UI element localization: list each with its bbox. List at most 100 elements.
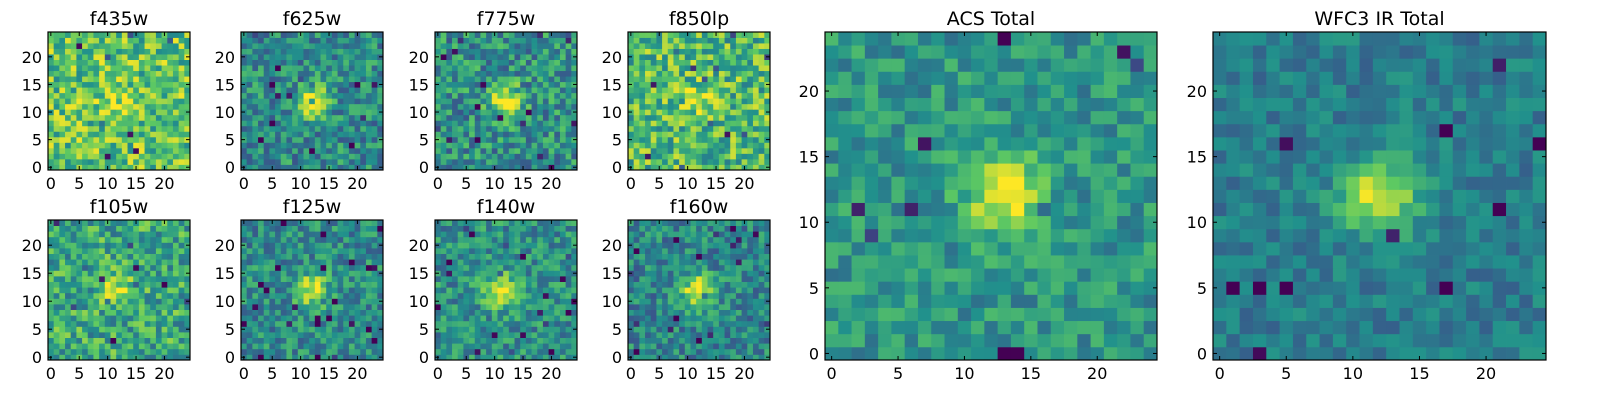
heatmap-cell	[531, 114, 538, 121]
heatmap-cell	[314, 287, 321, 294]
heatmap-cell	[690, 54, 697, 60]
heatmap-cell	[435, 147, 442, 154]
heatmap-cell	[269, 304, 276, 310]
heatmap-cell	[343, 315, 350, 322]
heatmap-cell	[360, 103, 367, 110]
x-tick-label: 10	[484, 174, 504, 193]
heatmap-cell	[486, 292, 493, 299]
heatmap-cell	[696, 304, 703, 310]
heatmap-cell	[525, 343, 532, 350]
x-tick-label: 20	[541, 174, 561, 193]
heatmap-cell	[172, 298, 180, 305]
heatmap-cell	[326, 264, 333, 271]
heatmap-cell	[246, 147, 253, 154]
heatmap-cell	[360, 147, 367, 154]
heatmap-cell	[554, 54, 561, 60]
heatmap-cell	[667, 158, 674, 165]
heatmap-cell	[320, 264, 327, 271]
heatmap-cell	[161, 147, 168, 154]
heatmap-cell	[167, 158, 174, 165]
heatmap-cell	[121, 65, 128, 72]
heatmap-cell	[463, 153, 470, 160]
heatmap-cell	[172, 109, 180, 116]
heatmap-cell	[633, 281, 640, 288]
heatmap-cell	[161, 320, 168, 327]
heatmap-cell	[486, 114, 493, 121]
heatmap-cell	[348, 225, 355, 232]
heatmap-cell	[724, 287, 731, 294]
heatmap-cell	[747, 136, 754, 143]
heatmap-cell	[155, 248, 162, 254]
heatmap-cell	[263, 304, 270, 310]
heatmap-cell	[241, 253, 248, 260]
heatmap-cell	[354, 70, 361, 77]
heatmap-cell	[628, 43, 635, 49]
heatmap-cell	[93, 225, 100, 232]
heatmap-cell	[82, 136, 89, 143]
heatmap-cell	[435, 92, 442, 99]
heatmap-cell	[348, 309, 355, 316]
heatmap-cell	[93, 131, 100, 138]
heatmap-cell	[292, 81, 299, 88]
heatmap-cell	[440, 125, 447, 132]
heatmap-cell	[537, 81, 544, 88]
heatmap-cell	[639, 98, 646, 105]
heatmap-cell	[452, 231, 459, 238]
heatmap-cell	[559, 70, 567, 77]
heatmap-cell	[127, 309, 134, 316]
heatmap-cell	[497, 114, 504, 121]
heatmap-cell	[172, 231, 180, 238]
heatmap-cell	[87, 48, 94, 55]
heatmap-cell	[65, 337, 72, 344]
heatmap-cell	[480, 343, 487, 350]
heatmap-cell	[571, 32, 578, 38]
heatmap-cell	[138, 231, 145, 238]
heatmap-cell	[155, 264, 162, 271]
heatmap-cell	[548, 253, 555, 260]
heatmap-cell	[144, 70, 151, 77]
heatmap-cell	[457, 236, 464, 243]
heatmap-cell	[150, 253, 157, 260]
heatmap-cell	[354, 248, 361, 254]
heatmap-cell	[87, 287, 94, 294]
heatmap-cell	[548, 65, 555, 72]
heatmap-cell	[554, 276, 561, 282]
heatmap-cell	[178, 114, 185, 121]
heatmap-cell	[446, 315, 453, 322]
heatmap-cell	[337, 37, 344, 44]
heatmap-cell	[752, 65, 760, 72]
heatmap-cell	[144, 248, 151, 254]
heatmap-cell	[104, 259, 111, 266]
heatmap-cell	[297, 54, 304, 60]
heatmap-cell	[707, 65, 714, 72]
heatmap-cell	[571, 70, 578, 77]
heatmap-cell	[633, 292, 640, 299]
heatmap-cell	[59, 326, 66, 333]
heatmap-cell	[696, 276, 703, 282]
heatmap-cell	[701, 98, 708, 105]
heatmap-cell	[275, 348, 282, 355]
heatmap-cell	[292, 120, 299, 127]
heatmap-cell	[246, 87, 253, 94]
plot-frame	[240, 31, 384, 171]
heatmap-cell	[667, 131, 674, 138]
heatmap-cell	[554, 309, 561, 316]
heatmap-cell	[93, 320, 100, 327]
heatmap-cell	[87, 125, 94, 132]
heatmap-cell	[348, 142, 355, 149]
heatmap-cell	[639, 337, 646, 344]
heatmap-cell	[503, 76, 510, 83]
heatmap-cell	[331, 136, 338, 143]
heatmap-cell	[718, 43, 725, 49]
heatmap-cell	[377, 343, 384, 350]
heatmap-cell	[275, 136, 282, 143]
heatmap-cell	[548, 98, 555, 105]
heatmap-cell	[701, 131, 708, 138]
heatmap-cell	[172, 114, 180, 121]
heatmap-cell	[752, 315, 760, 322]
heatmap-cell	[542, 120, 549, 127]
heatmap-cell	[144, 76, 151, 83]
heatmap-cell	[263, 37, 270, 44]
heatmap-cell	[701, 125, 708, 132]
heatmap-cell	[138, 348, 145, 355]
